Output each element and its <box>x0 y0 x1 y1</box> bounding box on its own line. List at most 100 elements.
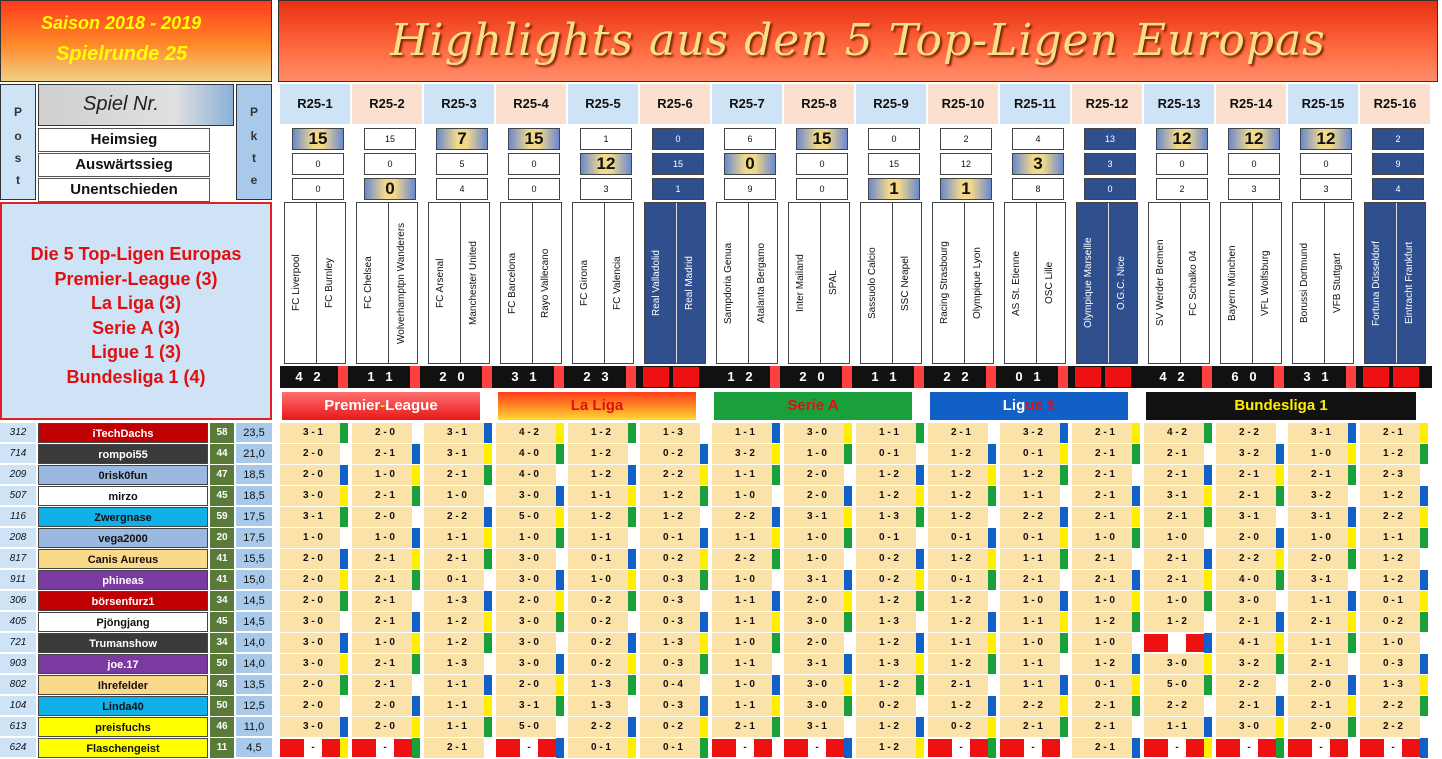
match-header[interactable]: R25-11 <box>1000 84 1070 124</box>
tip-cell: 1 - 0 <box>712 570 778 590</box>
tip-indicator <box>844 717 852 737</box>
tip-cell: 3 - 0 <box>496 612 562 632</box>
team-divider <box>820 203 821 363</box>
player-name[interactable]: 0risk0fun <box>38 465 208 485</box>
table-row[interactable]: 817 Canis Aureus 41 15,5 2 - 0 2 - 1 2 - 1 3 - … <box>0 549 1442 570</box>
pending-marker <box>1074 366 1102 388</box>
tip-count: 3 <box>1084 153 1136 175</box>
table-row[interactable]: 802 Ihrefelder 45 13,5 2 - 0 2 - 1 1 - 1 2 - 0 1… <box>0 675 1442 696</box>
table-row[interactable]: 116 Zwergnase 59 17,5 3 - 1 2 - 0 2 - 2 5 - 0 1 … <box>0 507 1442 528</box>
match-header[interactable]: R25-8 <box>784 84 854 124</box>
player-name[interactable]: Trumanshow <box>38 633 208 653</box>
tip-cell: 1 - 1 <box>712 591 778 611</box>
tip-indicator <box>1204 591 1212 611</box>
player-name[interactable]: Pjöngjang <box>38 612 208 632</box>
tip-indicator <box>484 423 492 443</box>
tip-indicator <box>1132 528 1140 548</box>
player-name[interactable]: Ihrefelder <box>38 675 208 695</box>
player-name[interactable]: rompoi55 <box>38 444 208 464</box>
match-header[interactable]: R25-5 <box>568 84 638 124</box>
match-header[interactable]: R25-10 <box>928 84 998 124</box>
tip-indicator <box>1204 738 1212 758</box>
table-row[interactable]: 613 preisfuchs 46 11,0 3 - 0 2 - 0 1 - 1 5 - 0 2… <box>0 717 1442 738</box>
match-header[interactable]: R25-1 <box>280 84 350 124</box>
tip-cell: 2 - 2 <box>1216 549 1282 569</box>
tip-cell: 1 - 1 <box>424 717 490 737</box>
live-flag-icon <box>482 366 492 388</box>
player-name[interactable]: iTechDachs <box>38 423 208 443</box>
tip-cell: 1 - 0 <box>1360 633 1426 653</box>
player-name[interactable]: preisfuchs <box>38 717 208 737</box>
tip-indicator <box>412 465 420 485</box>
tip-indicator <box>916 591 924 611</box>
tip-indicator <box>844 654 852 674</box>
match-header[interactable]: R25-6 <box>640 84 710 124</box>
tip-count: 15 <box>868 153 920 175</box>
match-header[interactable]: R25-4 <box>496 84 566 124</box>
table-row[interactable]: 911 phineas 41 15,0 2 - 0 2 - 1 0 - 1 3 - 0 1 - … <box>0 570 1442 591</box>
team-box: Sassuolo Calcio SSC Neapel <box>860 202 922 364</box>
team-box: SV Werder Bremen FC Schalko 04 <box>1148 202 1210 364</box>
player-name[interactable]: vega2000 <box>38 528 208 548</box>
player-name[interactable]: Zwergnase <box>38 507 208 527</box>
table-row[interactable]: 306 börsenfurz1 34 14,5 2 - 0 2 - 1 1 - 3 2 - 0… <box>0 591 1442 612</box>
match-header[interactable]: R25-13 <box>1144 84 1214 124</box>
match-header[interactable]: R25-12 <box>1072 84 1142 124</box>
match-header[interactable]: R25-7 <box>712 84 782 124</box>
match-header[interactable]: R25-15 <box>1288 84 1358 124</box>
home-team-name: Bayern München <box>1227 245 1238 321</box>
table-row[interactable]: 312 iTechDachs 58 23,5 3 - 1 2 - 0 3 - 1 4 - 2 1… <box>0 423 1442 444</box>
tip-indicator <box>1132 633 1140 653</box>
table-row[interactable]: 209 0risk0fun 47 18,5 2 - 0 1 - 0 2 - 1 4 - 0 1 … <box>0 465 1442 486</box>
tip-indicator <box>1204 423 1212 443</box>
team-divider <box>1324 203 1325 363</box>
missing-tip-marker <box>784 739 808 757</box>
player-name[interactable]: mirzo <box>38 486 208 506</box>
tip-cell: 2 - 0 <box>1216 528 1282 548</box>
team-box: Real Valladolid Real Madrid <box>644 202 706 364</box>
match-header[interactable]: R25-3 <box>424 84 494 124</box>
tip-indicator <box>1276 423 1284 443</box>
table-row[interactable]: 714 rompoi55 44 21,0 2 - 0 2 - 1 3 - 1 4 - 0 1 -… <box>0 444 1442 465</box>
table-row[interactable]: 721 Trumanshow 34 14,0 3 - 0 1 - 0 1 - 2 3 - 0 0… <box>0 633 1442 654</box>
tip-cell: 1 - 2 <box>1360 486 1426 506</box>
pkte-letter: t <box>252 151 256 165</box>
player-name[interactable]: Canis Aureus <box>38 549 208 569</box>
league-bar-text: - <box>380 397 386 414</box>
tip-indicator <box>340 591 348 611</box>
table-row[interactable]: 624 Flaschengeist 11 4,5 - - 2 - 1 - 0 - 1 0 - 1 -… <box>0 738 1442 759</box>
missing-tip-marker <box>352 739 376 757</box>
match-header[interactable]: R25-2 <box>352 84 422 124</box>
tip-cell: 2 - 1 <box>1072 717 1138 737</box>
tip-indicator <box>556 549 564 569</box>
match-header[interactable]: R25-9 <box>856 84 926 124</box>
missing-tip-marker <box>1216 739 1240 757</box>
tip-count: 12 <box>1228 128 1280 150</box>
tip-indicator <box>1348 423 1356 443</box>
pkte-letter: k <box>250 129 258 143</box>
tip-indicator <box>412 696 420 716</box>
player-name[interactable]: phineas <box>38 570 208 590</box>
player-name[interactable]: Linda40 <box>38 696 208 716</box>
tip-count: 4 <box>1372 178 1424 200</box>
tip-indicator <box>916 633 924 653</box>
player-name[interactable]: joe.17 <box>38 654 208 674</box>
player-position: 613 <box>0 717 36 737</box>
player-name[interactable]: Flaschengeist <box>38 738 208 758</box>
post-letter: o <box>14 129 22 143</box>
table-row[interactable]: 208 vega2000 20 17,5 1 - 0 1 - 0 1 - 1 1 - 0 1 -… <box>0 528 1442 549</box>
tip-cell: 1 - 2 <box>856 486 922 506</box>
match-header[interactable]: R25-14 <box>1216 84 1286 124</box>
tip-cell: 1 - 2 <box>568 444 634 464</box>
tip-indicator <box>412 507 420 527</box>
table-row[interactable]: 507 mirzo 45 18,5 3 - 0 2 - 1 1 - 0 3 - 0 1 - 1 1… <box>0 486 1442 507</box>
tip-cell: 2 - 1 <box>1216 465 1282 485</box>
tip-indicator <box>1420 528 1428 548</box>
player-name[interactable]: börsenfurz1 <box>38 591 208 611</box>
table-row[interactable]: 903 joe.17 50 14,0 3 - 0 2 - 1 1 - 3 3 - 0 0 - 2… <box>0 654 1442 675</box>
table-row[interactable]: 405 Pjöngjang 45 14,5 3 - 0 2 - 1 1 - 2 3 - 0 0 … <box>0 612 1442 633</box>
match-header[interactable]: R25-16 <box>1360 84 1430 124</box>
tip-cell: 0 - 1 <box>568 738 634 758</box>
table-row[interactable]: 104 Linda40 50 12,5 2 - 0 2 - 0 1 - 1 3 - 1 1 - … <box>0 696 1442 717</box>
